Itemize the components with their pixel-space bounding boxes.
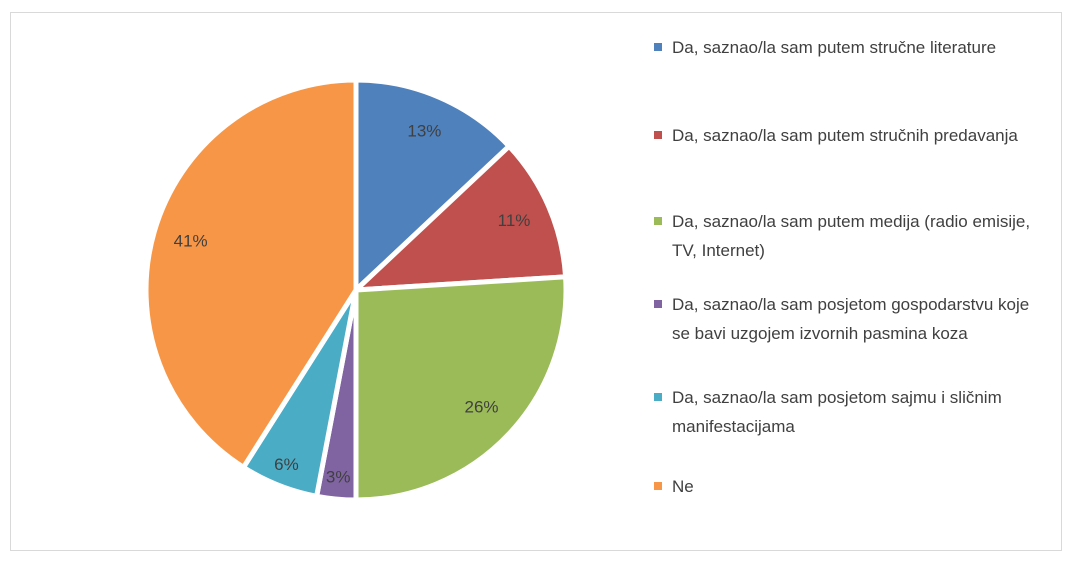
pie-slice: [353, 143, 569, 293]
chart-border: [10, 12, 1062, 551]
pie-slice: [353, 77, 512, 293]
legend-swatch: [654, 482, 662, 490]
pie-slice: [143, 77, 359, 470]
legend-label: Da, saznao/la sam posjetom gospodarstvu …: [672, 295, 1030, 343]
legend-item: Da, saznao/la sam posjetom sajmu i sličn…: [654, 383, 1044, 441]
data-label: 6%: [274, 455, 299, 474]
legend-swatch: [654, 300, 662, 308]
data-label: 3%: [326, 468, 351, 487]
legend-label: Da, saznao/la sam posjetom sajmu i sličn…: [672, 388, 1002, 436]
legend-label: Ne: [672, 477, 694, 496]
pie-slice: [353, 274, 569, 503]
legend-item: Ne: [654, 472, 1044, 501]
legend-item: Da, saznao/la sam posjetom gospodarstvu …: [654, 290, 1044, 348]
data-label: 41%: [174, 231, 208, 250]
legend-item: Da, saznao/la sam putem stručne literatu…: [654, 33, 1044, 62]
legend-swatch: [654, 131, 662, 139]
data-label: 11%: [498, 211, 531, 230]
legend-swatch: [654, 43, 662, 51]
legend-label: Da, saznao/la sam putem medija (radio em…: [672, 212, 1031, 260]
legend-label: Da, saznao/la sam putem stručnih predava…: [672, 126, 1018, 145]
data-label: 26%: [465, 397, 499, 416]
legend-item: Da, saznao/la sam putem medija (radio em…: [654, 207, 1044, 265]
legend-swatch: [654, 217, 662, 225]
data-label: 13%: [407, 121, 441, 140]
legend-label: Da, saznao/la sam putem stručne literatu…: [672, 38, 997, 57]
legend-item: Da, saznao/la sam putem stručnih predava…: [654, 121, 1044, 150]
legend-swatch: [654, 393, 662, 401]
